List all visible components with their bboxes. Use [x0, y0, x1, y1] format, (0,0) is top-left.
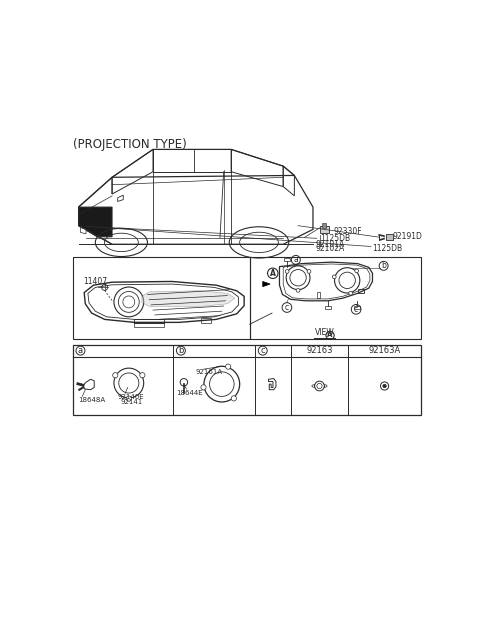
Polygon shape [142, 291, 235, 307]
Text: 92140E: 92140E [118, 394, 144, 400]
Text: VIEW: VIEW [315, 327, 335, 336]
Circle shape [332, 275, 336, 279]
Text: 18648A: 18648A [78, 397, 105, 403]
Circle shape [296, 288, 300, 292]
Text: b: b [381, 261, 386, 270]
Circle shape [355, 269, 359, 273]
Text: A: A [270, 269, 276, 278]
Polygon shape [81, 228, 86, 234]
Polygon shape [79, 207, 112, 237]
Bar [134, 319, 164, 323]
Text: (PROJECTION TYPE): (PROJECTION TYPE) [73, 138, 187, 151]
Circle shape [285, 269, 289, 273]
Bar [386, 234, 393, 240]
Text: A: A [327, 333, 333, 338]
Text: 18644E: 18644E [177, 390, 203, 396]
Circle shape [140, 372, 145, 378]
Text: b: b [178, 346, 183, 355]
Bar [250, 257, 421, 339]
Bar [320, 226, 329, 233]
Bar [284, 258, 290, 261]
Circle shape [231, 396, 236, 401]
Circle shape [383, 384, 386, 388]
Text: c: c [354, 305, 358, 314]
Text: 92161A: 92161A [196, 369, 223, 375]
Text: a: a [78, 346, 83, 355]
Circle shape [113, 372, 118, 378]
Bar [322, 223, 326, 228]
Circle shape [349, 292, 352, 295]
Bar [73, 345, 421, 415]
Text: 92330F: 92330F [334, 227, 362, 236]
Text: 11407: 11407 [83, 277, 107, 286]
Text: c: c [261, 346, 265, 355]
Text: 1125DB: 1125DB [372, 244, 403, 253]
Text: 92163A: 92163A [369, 346, 401, 355]
Bar [317, 292, 321, 298]
Bar [134, 323, 164, 327]
Polygon shape [118, 195, 123, 201]
Bar [354, 305, 360, 309]
Text: 92102A: 92102A [315, 244, 345, 253]
Polygon shape [263, 281, 270, 286]
Text: 1125DB: 1125DB [321, 234, 350, 243]
Text: 92141: 92141 [120, 399, 143, 404]
Circle shape [201, 385, 206, 390]
Text: 92191D: 92191D [393, 232, 423, 241]
Bar [358, 289, 364, 293]
Circle shape [226, 364, 231, 369]
Circle shape [307, 269, 311, 273]
Bar [325, 305, 331, 309]
Text: 92163: 92163 [306, 346, 333, 355]
Circle shape [126, 396, 132, 401]
Bar [202, 317, 211, 323]
Text: c: c [285, 303, 289, 312]
Bar [73, 257, 250, 339]
Text: 92101A: 92101A [315, 240, 345, 249]
Text: a: a [293, 256, 298, 264]
